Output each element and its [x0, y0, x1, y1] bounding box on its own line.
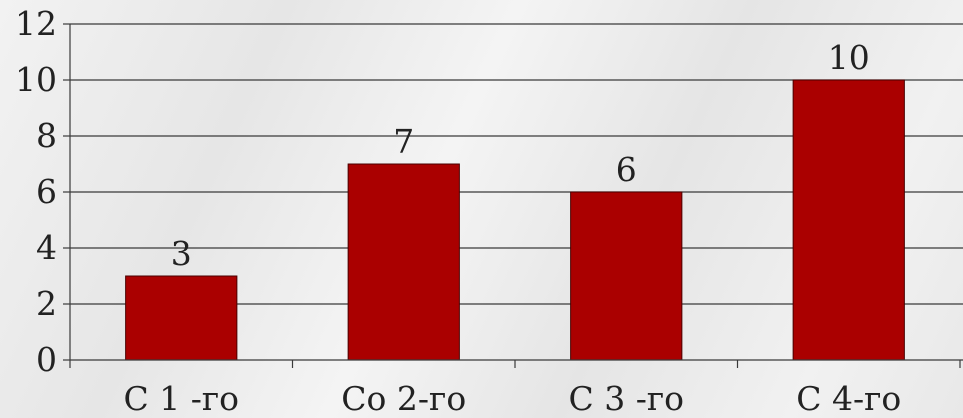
x-tick-label: Со 2-го — [341, 379, 466, 418]
data-label: 7 — [393, 122, 414, 161]
axes — [63, 23, 963, 368]
bar — [347, 163, 460, 361]
data-label: 10 — [828, 38, 870, 77]
y-tick-label: 12 — [15, 4, 57, 43]
y-tick-label: 6 — [36, 172, 57, 211]
y-tick-labels: 0 2 4 6 8 10 12 — [15, 4, 57, 379]
x-tick-label: С 3 -го — [568, 379, 684, 418]
bar — [125, 275, 238, 361]
x-tick-label: С 4-го — [796, 379, 901, 418]
y-tick-label: 8 — [36, 116, 57, 155]
x-tick-labels: С 1 -го Со 2-го С 3 -го С 4-го — [123, 379, 901, 418]
data-labels: 3 7 6 10 — [171, 38, 870, 273]
y-tick-label: 2 — [36, 284, 57, 323]
bars — [125, 79, 905, 361]
y-tick-label: 4 — [36, 228, 57, 267]
x-tick-label: С 1 -го — [123, 379, 239, 418]
data-label: 3 — [171, 234, 192, 273]
bar — [570, 191, 683, 361]
y-tick-label: 10 — [15, 60, 57, 99]
data-label: 6 — [616, 150, 637, 189]
bar — [792, 79, 905, 361]
y-tick-label: 0 — [36, 340, 57, 379]
